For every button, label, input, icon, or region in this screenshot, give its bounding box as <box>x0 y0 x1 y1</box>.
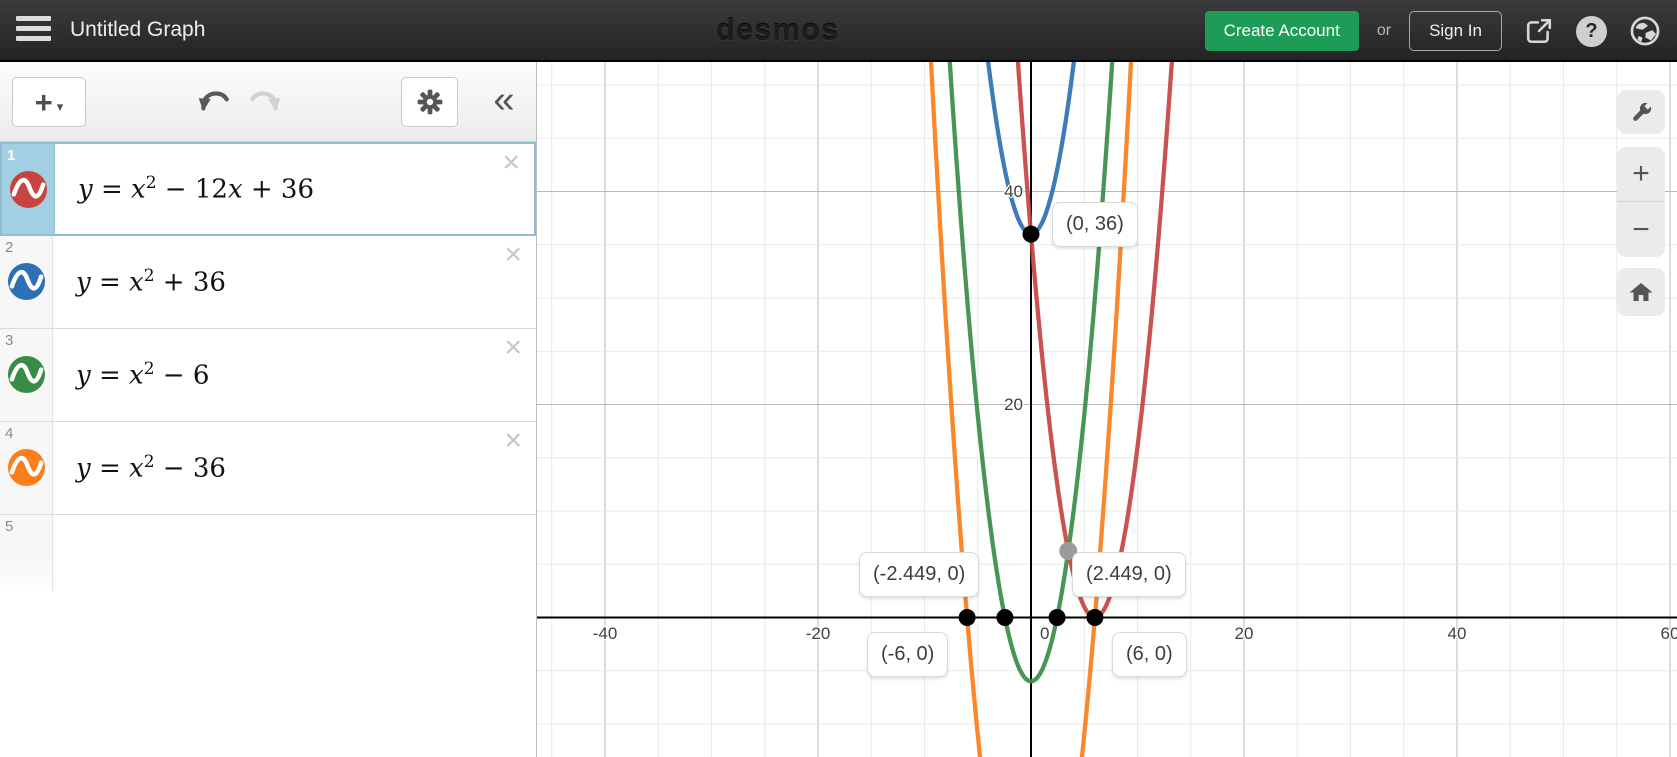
row-number: 4 <box>5 425 14 442</box>
curve-color-icon[interactable] <box>7 355 46 394</box>
expression-gutter[interactable]: 4 <box>0 422 53 514</box>
expression-gutter[interactable]: 3 <box>0 329 53 421</box>
graph-point[interactable] <box>1059 541 1078 560</box>
sign-in-button[interactable]: Sign In <box>1409 11 1502 51</box>
expression-input[interactable]: y = x2 − 36 × <box>54 422 536 514</box>
expression-row-5[interactable]: 5 <box>0 515 536 591</box>
expression-gutter[interactable]: 5 <box>0 515 53 591</box>
row-number: 1 <box>7 147 16 164</box>
language-globe-icon[interactable] <box>1629 15 1661 47</box>
expression-panel: + ▾ <box>0 62 537 757</box>
close-icon[interactable]: × <box>502 146 520 179</box>
expression-math: y = x2 − 12x + 36 <box>78 173 315 205</box>
help-icon[interactable]: ? <box>1576 15 1607 47</box>
plus-icon: + <box>34 84 53 120</box>
curve-4[interactable] <box>924 62 1137 757</box>
close-icon[interactable]: × <box>504 424 522 457</box>
graph-point[interactable] <box>1022 225 1040 243</box>
default-viewport-home-button[interactable] <box>1617 268 1665 316</box>
expression-math: y = x2 − 36 <box>76 452 226 484</box>
zoom-out-button[interactable]: − <box>1632 212 1650 246</box>
expression-input[interactable]: y = x2 − 12x + 36 × <box>56 144 534 234</box>
expression-math: y = x2 + 36 <box>76 266 226 298</box>
curve-color-icon[interactable] <box>7 262 46 301</box>
menu-icon[interactable] <box>16 16 52 45</box>
account-controls: Create Account or Sign In ? <box>1204 0 1661 62</box>
gear-icon <box>417 89 442 115</box>
graph-point[interactable] <box>1086 609 1104 626</box>
graph-paper[interactable]: -40 -20 0 20 40 60 20 40 (0, 36) (-2.449, 0) (2.44… <box>537 62 1677 757</box>
chevron-down-icon: ▾ <box>56 99 64 114</box>
expression-toolbar: + ▾ <box>0 62 536 142</box>
expression-list: 1 y = x2 − 12x + 36 × 2 <box>0 142 536 591</box>
close-icon[interactable]: × <box>504 238 522 271</box>
row-number: 5 <box>5 518 14 535</box>
graph-point[interactable] <box>958 609 976 626</box>
curve-color-icon[interactable] <box>9 170 48 209</box>
redo-button[interactable] <box>247 86 283 118</box>
close-icon[interactable]: × <box>504 331 522 364</box>
graph-point[interactable] <box>1048 609 1066 626</box>
expression-row-2[interactable]: 2 y = x2 + 36 × <box>0 236 536 329</box>
wrench-icon <box>1632 101 1652 121</box>
create-account-button[interactable]: Create Account <box>1204 11 1359 51</box>
expression-row-1[interactable]: 1 y = x2 − 12x + 36 × <box>0 142 536 236</box>
home-icon <box>1629 283 1653 301</box>
graph-title: Untitled Graph <box>70 18 206 41</box>
add-expression-button[interactable]: + ▾ <box>12 77 86 127</box>
graph-canvas[interactable] <box>537 62 1677 757</box>
zoom-controls: + − <box>1617 147 1665 257</box>
share-icon[interactable] <box>1524 17 1554 45</box>
expression-row-3[interactable]: 3 y = x2 − 6 × <box>0 329 536 422</box>
or-label: or <box>1376 22 1392 39</box>
expression-input[interactable]: y = x2 − 6 × <box>54 329 536 421</box>
graph-point[interactable] <box>996 609 1014 626</box>
undo-button[interactable] <box>196 86 232 118</box>
graph-settings-wrench-button[interactable] <box>1617 90 1665 134</box>
row-number: 3 <box>5 332 14 349</box>
curve-color-icon[interactable] <box>7 448 46 487</box>
collapse-panel-button[interactable]: « <box>493 78 515 121</box>
graph-settings-button[interactable] <box>401 77 458 127</box>
expression-row-4[interactable]: 4 y = x2 − 36 × <box>0 422 536 515</box>
expression-math: y = x2 − 6 <box>76 359 210 391</box>
curve-3[interactable] <box>942 62 1120 684</box>
header-bar: Untitled Graph desmos Create Account or … <box>0 0 1677 62</box>
expression-gutter[interactable]: 1 <box>2 144 55 234</box>
zoom-in-button[interactable]: + <box>1617 147 1665 202</box>
desmos-logo: desmos <box>716 12 840 47</box>
expression-input[interactable]: y = x2 + 36 × <box>54 236 536 328</box>
curve-1[interactable] <box>1010 62 1181 620</box>
row-number: 2 <box>5 239 14 256</box>
expression-gutter[interactable]: 2 <box>0 236 53 328</box>
